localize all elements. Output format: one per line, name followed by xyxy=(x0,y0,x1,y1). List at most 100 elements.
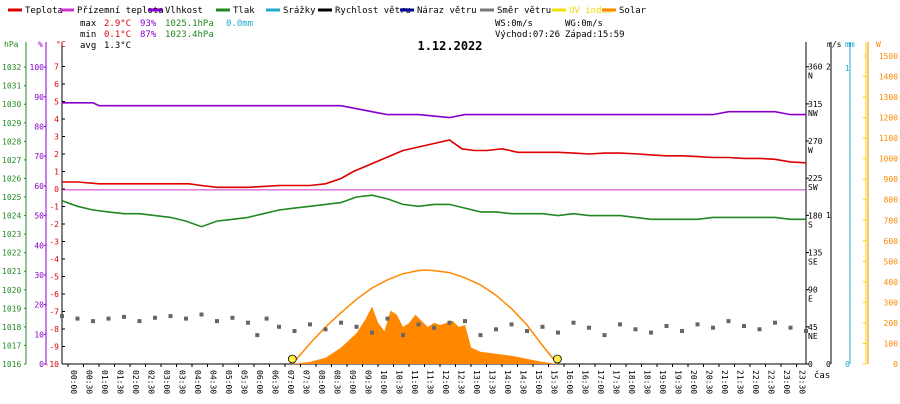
x-tick-label: 22:30 xyxy=(767,370,776,394)
hpa-tick: 1027 xyxy=(2,156,21,165)
pct-tick: 20 xyxy=(34,301,44,310)
stats-box: max 2.9°C 93% 1025.1hPa 0.0mm min 0.1°C … xyxy=(80,19,253,51)
degc-tick: 4 xyxy=(54,115,59,124)
wind-direction-point xyxy=(370,330,374,335)
legend-label: UV index xyxy=(569,6,613,16)
x-tick-label: 13:00 xyxy=(472,370,481,394)
x-tick-label: 05:30 xyxy=(240,370,249,394)
stat-max-press: 1025.1hPa xyxy=(165,19,214,29)
x-tick-label: 03:00 xyxy=(162,370,171,394)
x-tick-label: 00:00 xyxy=(69,370,78,394)
dir-tick: 315 xyxy=(808,100,823,109)
x-tick-label: 08:00 xyxy=(317,370,326,394)
dir-compass-label: E xyxy=(808,295,813,304)
legend-label: Přízemní teplota xyxy=(77,6,164,16)
legend-label: Teplota xyxy=(25,6,63,16)
legend-label: Vlhkost xyxy=(165,6,203,16)
chart-title: 1.12.2022 xyxy=(417,39,482,53)
degc-tick: 0 xyxy=(54,185,59,194)
wind-direction-point xyxy=(711,325,715,330)
x-tick-label: 07:30 xyxy=(302,370,311,394)
x-tick-label: 07:00 xyxy=(286,370,295,394)
sunset-text: Západ:15:59 xyxy=(565,30,625,40)
degc-tick: -10 xyxy=(45,360,60,369)
degc-tick: 2 xyxy=(54,150,59,159)
mm-tick: 0 xyxy=(845,360,850,369)
x-tick-label: 16:30 xyxy=(581,370,590,394)
w-tick: 600 xyxy=(884,237,899,246)
wind-direction-point xyxy=(246,320,250,325)
wind-direction-point xyxy=(680,329,684,333)
sunrise-text: Východ:07:26 xyxy=(495,30,560,40)
x-tick-label: 15:30 xyxy=(550,370,559,394)
hpa-tick: 1026 xyxy=(2,174,21,183)
degc-tick: -3 xyxy=(49,238,59,247)
w-tick: 1000 xyxy=(879,155,898,164)
wind-direction-point xyxy=(199,312,204,317)
x-tick-label: 13:30 xyxy=(488,370,497,394)
degc-tick: -4 xyxy=(49,255,59,264)
w-tick: 1300 xyxy=(879,93,898,102)
pct-tick: 30 xyxy=(34,271,44,280)
dir-tick: 45 xyxy=(808,323,818,332)
wind-direction-point xyxy=(695,322,700,327)
stat-min-temp: 0.1°C xyxy=(104,30,131,40)
wind-direction-point xyxy=(447,320,452,325)
degc-axis-label: °C xyxy=(56,40,66,49)
degc-tick: 6 xyxy=(54,80,59,89)
dir-tick: 135 xyxy=(808,249,823,258)
legend-label: Rychlost větru xyxy=(335,6,411,16)
axes: hPa1032103110301029102810271026102510241… xyxy=(2,40,898,369)
x-tick-label: 11:00 xyxy=(410,370,419,394)
x-tick-label: 05:00 xyxy=(224,370,233,394)
w-tick: 100 xyxy=(884,339,899,348)
dir-compass-label: SW xyxy=(808,183,818,192)
x-tick-label: 18:00 xyxy=(627,370,636,394)
x-tick-label: 21:00 xyxy=(720,370,729,394)
w-tick: 0 xyxy=(893,360,898,369)
x-tick-label: 12:30 xyxy=(457,370,466,394)
w-tick: 1200 xyxy=(879,114,898,123)
pct-tick: 60 xyxy=(34,182,44,191)
wind-direction-point xyxy=(122,314,126,319)
hpa-tick: 1025 xyxy=(2,193,21,202)
sunset-marker xyxy=(552,354,562,364)
pct-tick: 100 xyxy=(30,63,45,72)
x-tick-label: 19:30 xyxy=(674,370,683,394)
x-tick-label: 23:30 xyxy=(798,370,807,394)
x-tick-label: 15:00 xyxy=(534,370,543,394)
x-tick-label: 14:30 xyxy=(519,370,528,394)
dir-tick: 225 xyxy=(808,174,823,183)
dir-compass-label: SE xyxy=(808,258,818,267)
wind-direction-point xyxy=(184,316,188,321)
dir-compass-label: NE xyxy=(808,332,818,341)
hpa-tick: 1028 xyxy=(2,137,21,146)
w-tick: 1500 xyxy=(879,52,898,61)
w-tick: 700 xyxy=(884,216,899,225)
x-tick-label: 01:00 xyxy=(100,370,109,394)
degc-tick: -9 xyxy=(49,343,59,352)
wind-direction-point xyxy=(494,327,498,332)
hpa-tick: 1023 xyxy=(2,230,21,239)
x-tick-label: 19:00 xyxy=(658,370,667,394)
wind-direction-point xyxy=(602,333,607,338)
w-tick: 800 xyxy=(884,196,899,205)
stat-avg-label: avg xyxy=(80,41,96,51)
legend-label: Solar xyxy=(619,6,647,16)
wind-direction-point xyxy=(339,320,343,325)
wind-direction-point xyxy=(255,333,260,338)
hpa-tick: 1016 xyxy=(2,360,21,369)
degc-tick: -6 xyxy=(49,290,59,299)
stat-avg-temp: 1.3°C xyxy=(104,41,131,51)
hpa-tick: 1029 xyxy=(2,119,21,128)
hpa-tick: 1022 xyxy=(2,249,21,258)
legend-label: Směr větru xyxy=(497,6,551,16)
stat-max-temp: 2.9°C xyxy=(104,19,131,29)
wind-direction-point xyxy=(385,316,390,321)
ms-tick: 1 xyxy=(826,211,831,220)
series xyxy=(60,102,808,365)
x-tick-label: 14:00 xyxy=(503,370,512,394)
series-sun-arc xyxy=(291,269,558,365)
degc-tick: -8 xyxy=(49,325,59,334)
